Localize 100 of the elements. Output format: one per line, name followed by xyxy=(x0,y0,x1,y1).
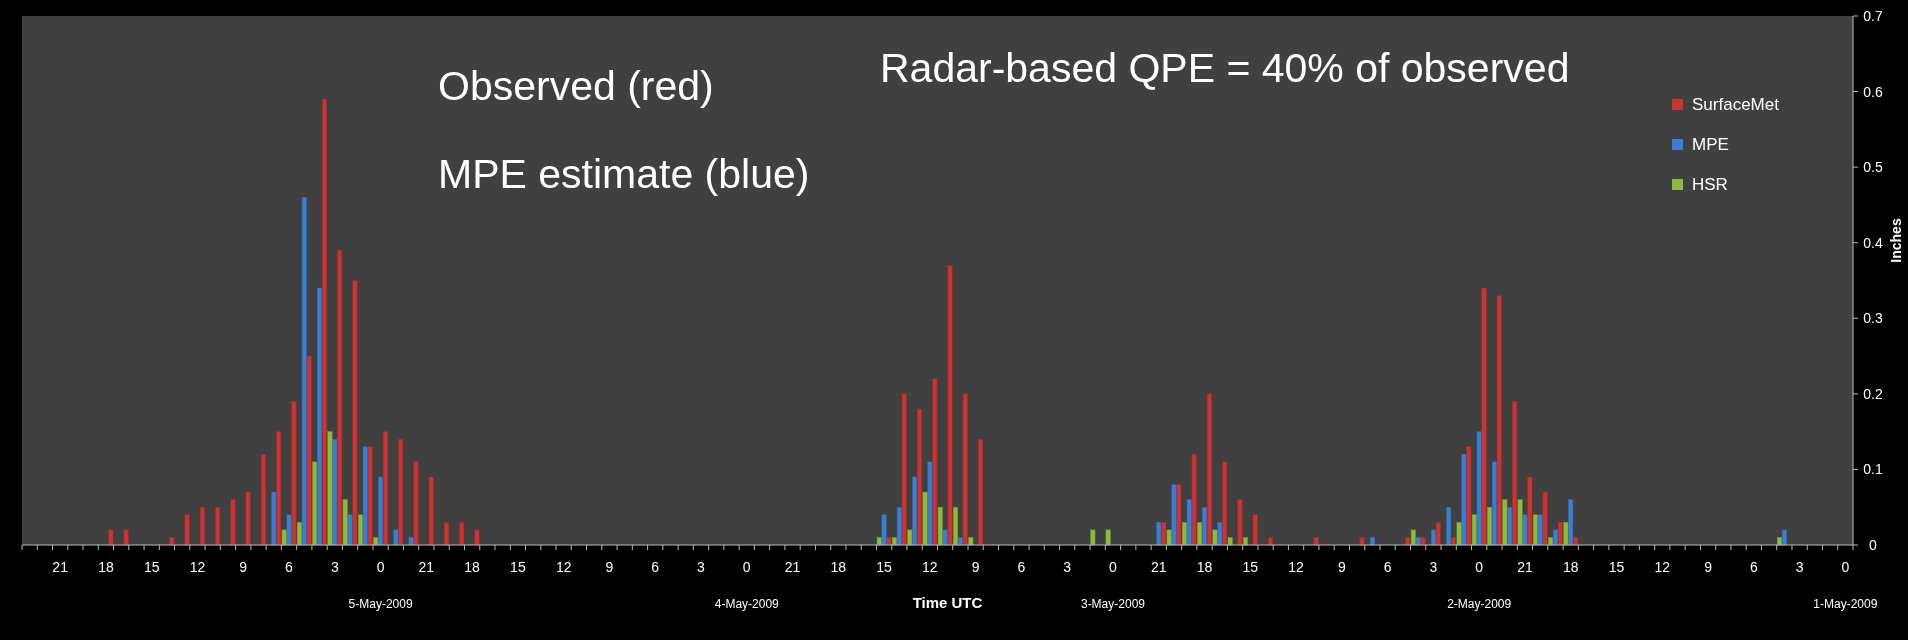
category-label: 0 5-May-2009 xyxy=(348,559,413,611)
bar xyxy=(1557,522,1563,546)
bar xyxy=(1171,484,1177,546)
bar xyxy=(1435,522,1441,546)
bar xyxy=(1461,454,1467,546)
category-label: 0 4-May-2009 xyxy=(714,559,779,611)
x-tick-label: 15 xyxy=(1608,559,1625,575)
bar xyxy=(1359,537,1365,546)
bar xyxy=(1090,529,1096,546)
bar xyxy=(378,476,384,546)
bar xyxy=(957,537,963,546)
bar xyxy=(1517,499,1523,546)
bar xyxy=(1456,522,1462,546)
bar xyxy=(1227,537,1233,546)
x-tick-label: 9 xyxy=(1337,559,1346,575)
x-tick-label: 21 xyxy=(52,559,69,575)
bar xyxy=(301,197,307,546)
x-tick-label: 21 xyxy=(1517,559,1533,575)
bar xyxy=(1176,484,1182,546)
bar xyxy=(1532,514,1538,546)
bar xyxy=(367,446,373,546)
bar xyxy=(108,529,114,546)
x-tick-label: 18 xyxy=(1196,559,1213,575)
bar xyxy=(1446,506,1452,546)
bar xyxy=(922,491,928,546)
bar xyxy=(978,438,983,546)
x-tick-label: 9 xyxy=(239,559,248,575)
bar xyxy=(1502,499,1508,546)
bar xyxy=(1430,529,1436,546)
legend-label: SurfaceMet xyxy=(1692,95,1780,114)
bar xyxy=(245,491,251,546)
bar xyxy=(907,529,913,546)
bar xyxy=(413,461,419,546)
y-tick-label: 0.7 xyxy=(1863,8,1883,24)
bar xyxy=(1267,537,1273,546)
bar xyxy=(1512,401,1518,546)
bar xyxy=(1222,461,1228,546)
bar xyxy=(459,522,465,546)
x-tick-label: 3 xyxy=(1063,559,1072,575)
x-tick-label: 6 xyxy=(651,559,660,575)
bar xyxy=(917,408,922,546)
bar xyxy=(352,280,358,546)
x-tick-label: 6 xyxy=(1383,559,1392,575)
bar xyxy=(1156,522,1162,546)
bar xyxy=(1212,529,1218,546)
annotation: Radar-based QPE = 40% of observed xyxy=(880,45,1570,91)
bar xyxy=(896,506,902,546)
x-tick-label: 15 xyxy=(510,559,526,575)
bar xyxy=(1181,522,1187,546)
x-tick-label: 9 xyxy=(1704,559,1713,575)
bar xyxy=(881,514,887,546)
bar xyxy=(1563,522,1569,546)
bar xyxy=(1542,491,1548,546)
bar xyxy=(321,98,327,546)
x-tick-label: 6 xyxy=(1749,559,1758,575)
bar xyxy=(1105,529,1111,546)
x-tick-label: 3 xyxy=(1795,559,1804,575)
bar xyxy=(1537,514,1543,546)
bar xyxy=(1471,514,1477,546)
bar xyxy=(474,529,480,546)
bar xyxy=(1166,529,1172,546)
bar xyxy=(357,514,363,546)
bar xyxy=(444,522,449,546)
bar xyxy=(1777,537,1782,546)
y-tick-label: 0.5 xyxy=(1863,159,1883,176)
bar xyxy=(123,529,129,546)
x-tick-label: 9 xyxy=(971,559,980,575)
bar xyxy=(286,514,292,546)
bar xyxy=(968,537,974,546)
bar xyxy=(912,476,918,546)
bar xyxy=(1186,499,1192,546)
annotation: Observed (red) xyxy=(438,63,714,109)
y-tick-label: 0.2 xyxy=(1863,385,1883,402)
bar xyxy=(1527,476,1533,546)
annotation: MPE estimate (blue) xyxy=(438,151,810,197)
x-tick-label: 3 xyxy=(1429,559,1438,575)
bar xyxy=(332,438,338,546)
category-label: 0 3-May-2009 xyxy=(1080,559,1145,611)
y-axis-title: Inches xyxy=(1888,218,1904,263)
bar xyxy=(1217,522,1223,546)
bar xyxy=(312,461,318,546)
x-tick-label: 18 xyxy=(1562,559,1579,575)
x-tick-label: 12 xyxy=(1288,559,1305,575)
x-tick-label: 15 xyxy=(876,559,893,575)
bar xyxy=(428,476,434,546)
bar xyxy=(169,537,175,546)
bar xyxy=(1781,529,1787,546)
x-tick-label: 21 xyxy=(1150,559,1167,575)
bar xyxy=(942,529,948,546)
category-label: 0 1-May-2009 xyxy=(1813,559,1878,611)
bar xyxy=(337,250,343,546)
x-tick-label: 15 xyxy=(1242,559,1259,575)
bar xyxy=(1507,506,1513,546)
x-tick-label: 12 xyxy=(1654,559,1671,575)
bar xyxy=(953,506,958,546)
bar xyxy=(1191,454,1197,546)
y-tick-label: 0.1 xyxy=(1863,461,1883,478)
y-tick-label: 0 xyxy=(1869,537,1878,553)
bar xyxy=(1553,529,1558,546)
bar xyxy=(408,537,414,546)
